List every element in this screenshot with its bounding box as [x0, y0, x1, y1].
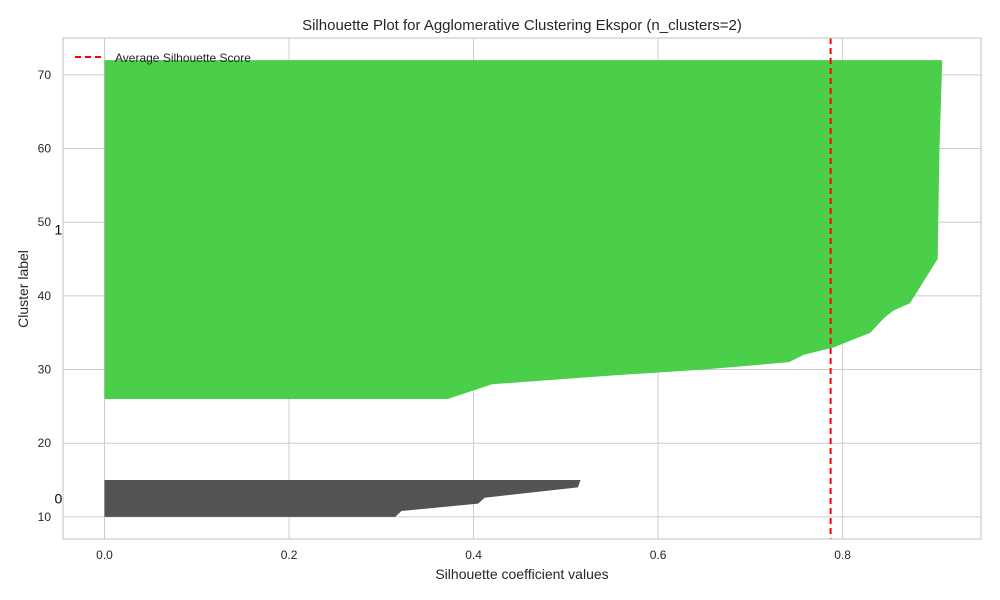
x-tick-label: 0.0 — [96, 548, 113, 562]
y-tick-label: 70 — [38, 68, 52, 82]
cluster-1-label: 1 — [54, 222, 62, 238]
y-tick-label: 20 — [38, 436, 52, 450]
cluster-1-silhouette — [104, 60, 943, 400]
y-axis-ticks: 10 20 30 40 50 60 70 — [38, 68, 52, 524]
cluster-0-label: 0 — [54, 490, 62, 506]
x-tick-label: 0.6 — [650, 548, 667, 562]
y-tick-label: 10 — [38, 510, 52, 524]
x-tick-label: 0.4 — [465, 548, 482, 562]
legend-label: Average Silhouette Score — [115, 51, 251, 65]
cluster-shapes — [104, 60, 943, 517]
y-tick-label: 50 — [38, 215, 52, 229]
y-tick-label: 40 — [38, 289, 52, 303]
x-axis-label: Silhouette coefficient values — [435, 566, 608, 582]
x-tick-label: 0.2 — [281, 548, 298, 562]
x-tick-label: 0.8 — [834, 548, 851, 562]
y-axis-label: Cluster label — [15, 250, 31, 328]
y-tick-label: 30 — [38, 363, 52, 377]
cluster-labels: 01 — [54, 222, 62, 507]
legend: Average Silhouette Score — [75, 51, 251, 65]
y-tick-label: 60 — [38, 142, 52, 156]
cluster-0-silhouette — [104, 480, 581, 517]
plot-frame — [62, 37, 982, 540]
x-axis-ticks: 0.0 0.2 0.4 0.6 0.8 — [96, 548, 851, 562]
chart-title: Silhouette Plot for Agglomerative Cluste… — [302, 17, 742, 34]
